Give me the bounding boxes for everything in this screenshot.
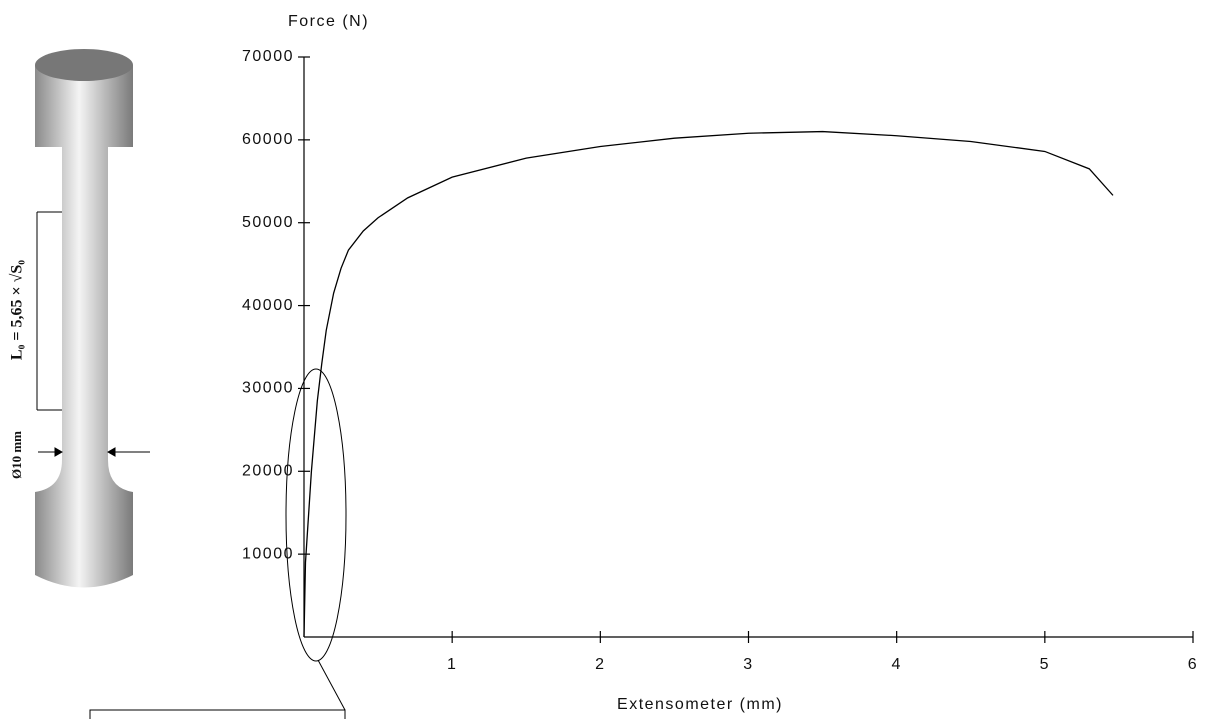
gauge-length: L₀ = 5,65 × √S₀	[9, 260, 26, 360]
y-tick-label: 40000	[242, 297, 294, 314]
y-tick-label: 50000	[242, 214, 294, 231]
x-tick-label: 1	[447, 656, 457, 673]
y-tick-label: 30000	[242, 380, 294, 397]
y-tick-label: 70000	[242, 48, 294, 65]
x-tick-label: 2	[595, 656, 605, 673]
annotation-box	[89, 709, 346, 719]
annotation-leader	[317, 659, 346, 711]
x-axis-title: Extensometer (mm)	[617, 696, 783, 713]
x-tick-label: 4	[891, 656, 901, 673]
force-curve	[303, 130, 1114, 638]
y-tick-label: 20000	[242, 463, 294, 480]
x-tick-label: 6	[1188, 656, 1198, 673]
x-tick-label: 5	[1040, 656, 1050, 673]
diameter: Ø10 mm	[9, 431, 24, 479]
specimen: L₀ = 5,65 × √S₀ Ø10 mm	[9, 49, 150, 588]
y-tick-label: 60000	[242, 131, 294, 148]
annotation-ellipse	[285, 368, 347, 662]
y-axis-title: Force (N)	[288, 13, 369, 30]
y-tick-label: 10000	[242, 545, 294, 562]
x-tick-label: 3	[743, 656, 753, 673]
